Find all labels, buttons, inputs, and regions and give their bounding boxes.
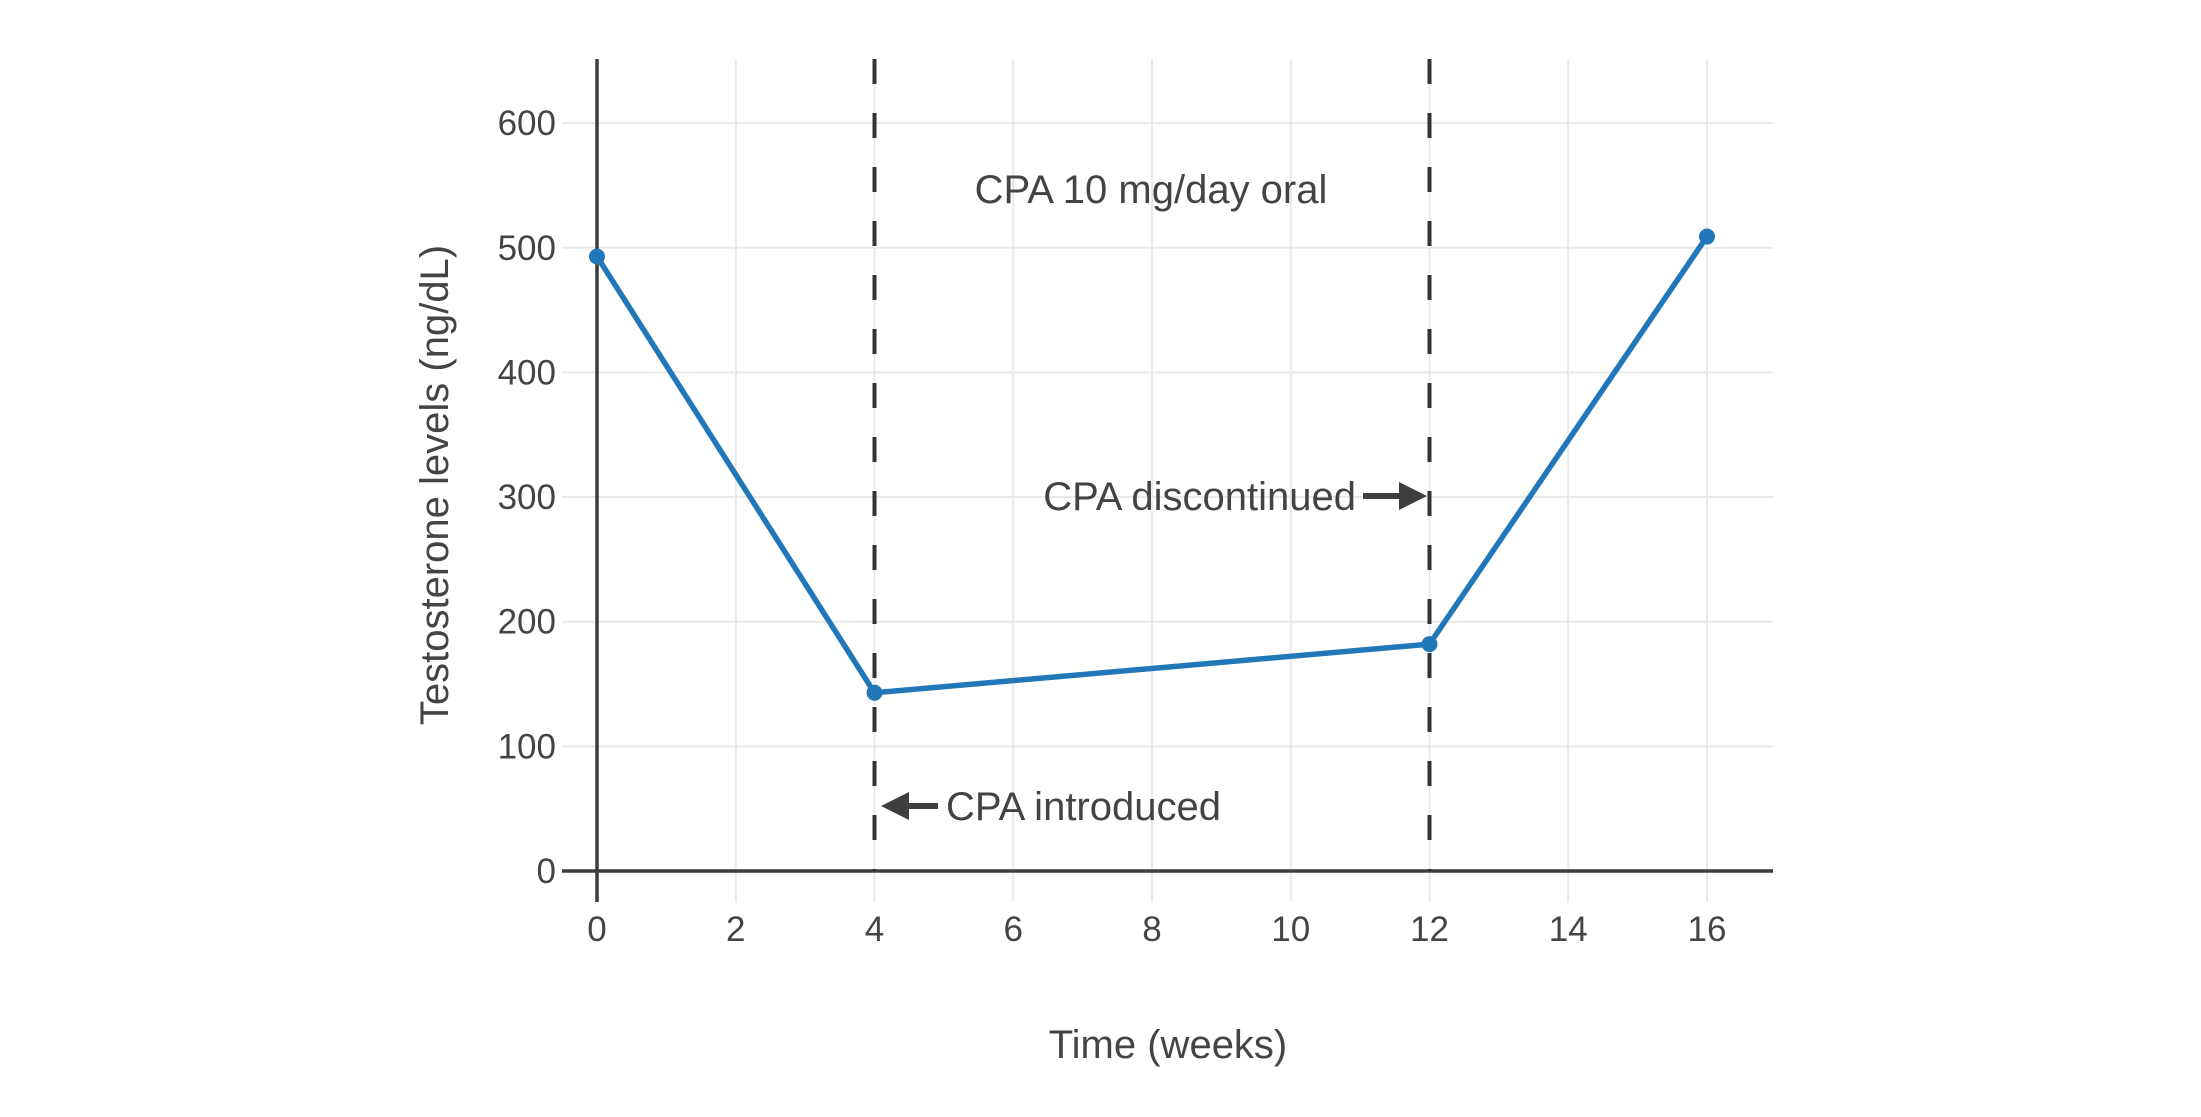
data-point [1421, 636, 1438, 653]
x-tick-label: 10 [1271, 910, 1310, 949]
y-tick-label: 0 [537, 852, 556, 891]
x-tick-labels: 0 2 4 6 8 10 12 14 16 [587, 910, 1726, 949]
y-tick-label: 200 [498, 603, 556, 642]
data-point [1699, 228, 1715, 245]
data-point [589, 248, 605, 265]
axis-zero-lines [562, 59, 1773, 902]
data-point [866, 684, 883, 701]
cpa-introduced-annotation: CPA introduced [881, 785, 1221, 829]
regimen-annotation: CPA 10 mg/day oral [975, 168, 1328, 212]
arrow-left-icon [881, 792, 938, 820]
x-tick-label: 4 [865, 910, 884, 949]
cpa-discontinued-label: CPA discontinued [1043, 475, 1356, 519]
x-tick-label: 2 [726, 910, 745, 949]
x-axis-title: Time (weeks) [1049, 1023, 1288, 1067]
y-tick-label: 600 [498, 104, 556, 143]
x-tick-label: 14 [1549, 910, 1588, 949]
cpa-discontinued-annotation: CPA discontinued [1043, 475, 1427, 519]
y-tick-label: 500 [498, 229, 556, 268]
cpa-introduced-label: CPA introduced [946, 785, 1221, 829]
series-line [589, 228, 1715, 701]
gridlines [562, 59, 1773, 902]
arrow-right-icon [1363, 482, 1427, 510]
y-axis-title: Testosterone levels (ng/dL) [413, 245, 457, 725]
y-tick-label: 300 [498, 478, 556, 517]
y-tick-label: 400 [498, 353, 556, 392]
x-tick-label: 16 [1688, 910, 1727, 949]
x-tick-label: 6 [1004, 910, 1023, 949]
x-tick-label: 0 [587, 910, 606, 949]
series-path [594, 233, 1710, 696]
x-tick-label: 12 [1410, 910, 1449, 949]
x-tick-label: 8 [1142, 910, 1161, 949]
y-tick-label: 100 [498, 727, 556, 766]
y-tick-labels: 0 100 200 300 400 500 600 [498, 104, 556, 891]
